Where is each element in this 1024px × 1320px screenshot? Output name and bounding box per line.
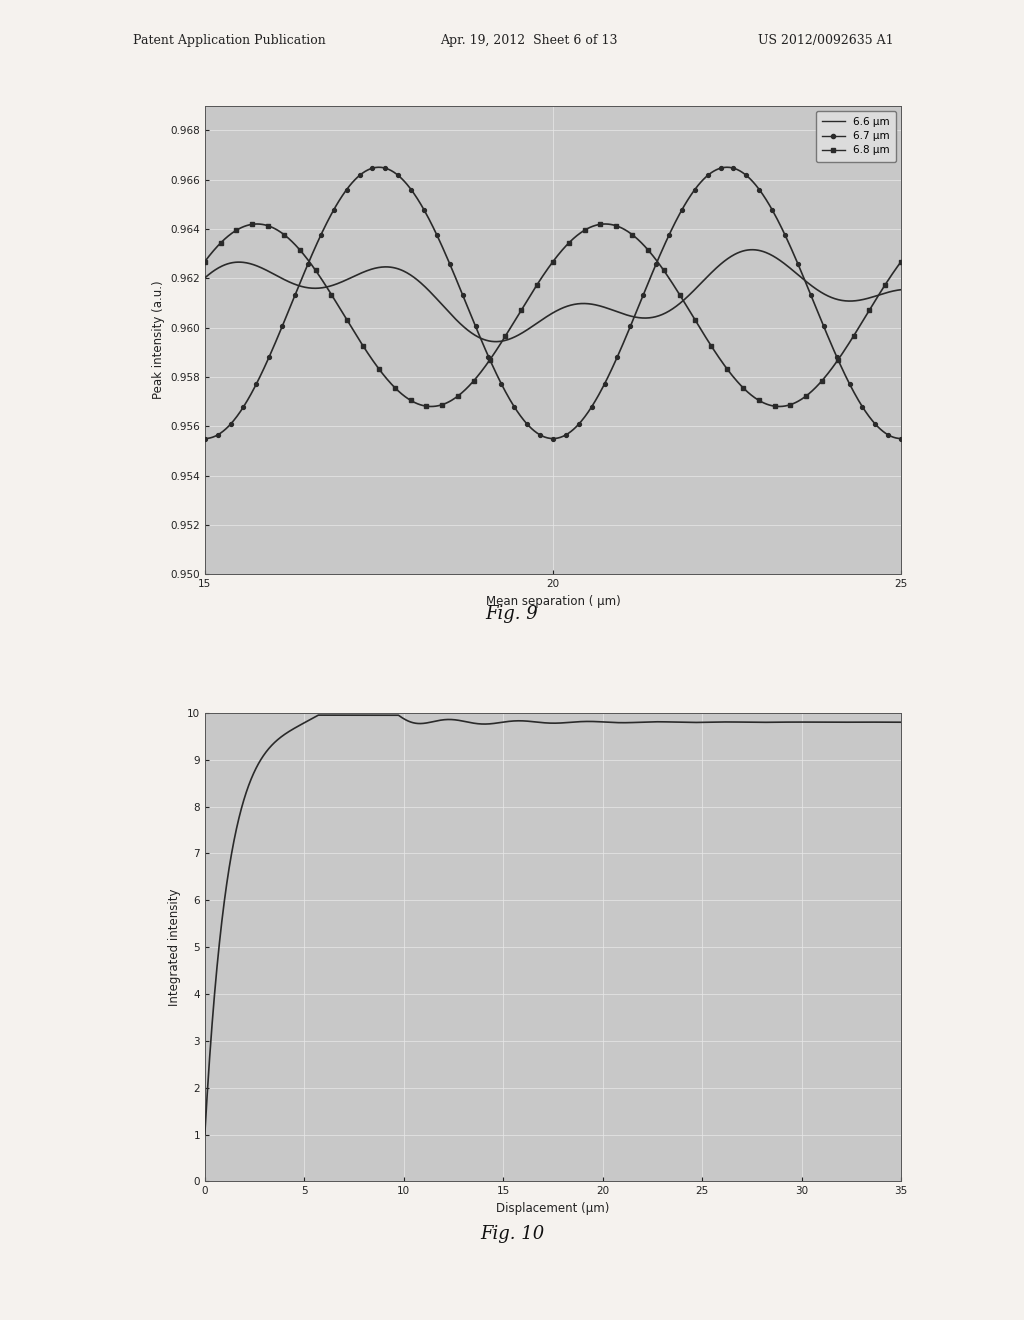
Y-axis label: Peak intensity (a.u.): Peak intensity (a.u.) (152, 281, 165, 399)
Y-axis label: Integrated intensity: Integrated intensity (168, 888, 181, 1006)
X-axis label: Displacement (μm): Displacement (μm) (497, 1201, 609, 1214)
Text: Fig. 10: Fig. 10 (480, 1225, 544, 1243)
Text: Patent Application Publication: Patent Application Publication (133, 34, 326, 48)
Legend: 6.6 μm, 6.7 μm, 6.8 μm: 6.6 μm, 6.7 μm, 6.8 μm (815, 111, 896, 161)
X-axis label: Mean separation ( μm): Mean separation ( μm) (485, 594, 621, 607)
Text: Apr. 19, 2012  Sheet 6 of 13: Apr. 19, 2012 Sheet 6 of 13 (440, 34, 617, 48)
Text: US 2012/0092635 A1: US 2012/0092635 A1 (758, 34, 893, 48)
Text: Fig. 9: Fig. 9 (485, 605, 539, 623)
